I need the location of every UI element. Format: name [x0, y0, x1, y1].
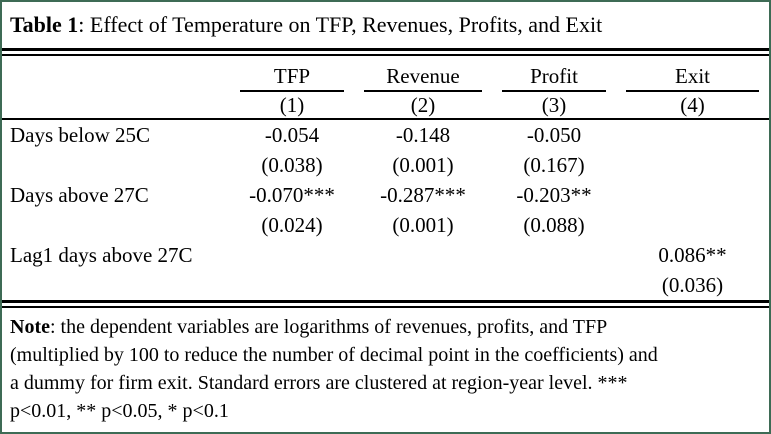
- row-label: [2, 270, 230, 300]
- note-line-1: Note: the dependent variables are logari…: [10, 316, 608, 338]
- cell-profit: (0.088): [523, 213, 585, 237]
- row-label: Days below 25C: [10, 123, 150, 147]
- cell-tfp: (0.038): [261, 153, 323, 177]
- header-spacer: [2, 92, 230, 118]
- table-title-text: : Effect of Temperature on TFP, Revenues…: [78, 12, 603, 37]
- column-header-exit: Exit: [616, 56, 769, 92]
- table-title: Table 1: Effect of Temperature on TFP, R…: [2, 2, 769, 48]
- column-number-1: (1): [279, 93, 305, 117]
- cell-tfp: -0.070***: [249, 183, 335, 207]
- column-number-4: (4): [680, 93, 705, 117]
- column-header-profit: Profit: [492, 56, 616, 92]
- cell-exit: [616, 120, 769, 150]
- column-underline: [240, 90, 344, 92]
- column-header-row: TFP Revenue Profit Exit: [2, 56, 769, 92]
- cell-tfp: (0.024): [261, 213, 323, 237]
- body-note-double-rule: [2, 300, 769, 308]
- cell-revenue: (0.001): [392, 213, 454, 237]
- table-row: Days above 27C -0.070*** -0.287*** -0.20…: [2, 180, 769, 210]
- column-underline: [626, 90, 759, 92]
- table-row: Lag1 days above 27C 0.086**: [2, 240, 769, 270]
- cell-revenue: [354, 240, 492, 270]
- column-number-2: (2): [410, 93, 436, 117]
- cell-exit: [616, 210, 769, 240]
- cell-tfp: [230, 270, 354, 300]
- row-label: [2, 150, 230, 180]
- header-body-rule: [2, 118, 769, 120]
- cell-profit: (0.167): [523, 153, 585, 177]
- table-title-label: Table 1: [10, 12, 79, 37]
- table-note: Note: the dependent variables are logari…: [2, 308, 769, 425]
- cell-exit: 0.086**: [658, 243, 727, 267]
- cell-revenue: -0.148: [395, 123, 451, 147]
- cell-tfp: [230, 240, 354, 270]
- cell-profit: [492, 240, 616, 270]
- cell-exit: [616, 150, 769, 180]
- table-row: (0.024) (0.001) (0.088): [2, 210, 769, 240]
- cell-exit: (0.036): [661, 273, 724, 297]
- cell-revenue: (0.001): [392, 153, 454, 177]
- header-spacer: [2, 56, 230, 92]
- cell-profit: -0.050: [526, 123, 582, 147]
- column-number-row: (1) (2) (3) (4): [2, 92, 769, 118]
- cell-revenue: -0.287***: [380, 183, 466, 207]
- row-label: Days above 27C: [10, 183, 149, 207]
- cell-profit: [492, 270, 616, 300]
- column-number-3: (3): [541, 93, 567, 117]
- table-row: (0.036): [2, 270, 769, 300]
- column-underline: [502, 90, 606, 92]
- column-header-revenue: Revenue: [354, 56, 492, 92]
- table-row: (0.038) (0.001) (0.167): [2, 150, 769, 180]
- note-line-4: p<0.01, ** p<0.05, * p<0.1: [10, 400, 229, 422]
- note-line-3: a dummy for firm exit. Standard errors a…: [10, 372, 628, 394]
- note-line-2: (multiplied by 100 to reduce the number …: [10, 344, 658, 366]
- note-label: Note: [10, 316, 50, 338]
- row-label: [2, 210, 230, 240]
- row-label: Lag1 days above 27C: [10, 243, 193, 267]
- table-row: Days below 25C -0.054 -0.148 -0.050: [2, 120, 769, 150]
- cell-revenue: [354, 270, 492, 300]
- cell-tfp: -0.054: [264, 123, 320, 147]
- cell-exit: [616, 180, 769, 210]
- cell-profit: -0.203**: [516, 183, 592, 207]
- column-header-tfp: TFP: [230, 56, 354, 92]
- top-double-rule: [2, 48, 769, 56]
- column-underline: [364, 90, 482, 92]
